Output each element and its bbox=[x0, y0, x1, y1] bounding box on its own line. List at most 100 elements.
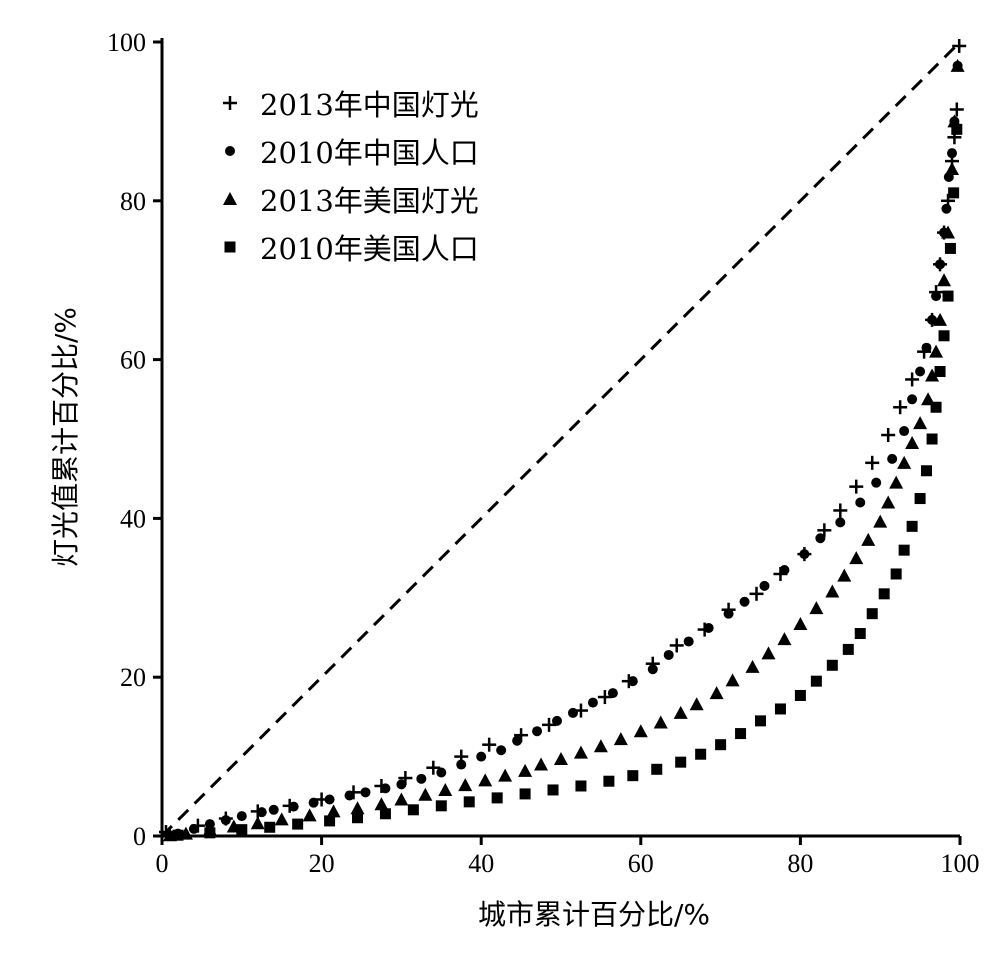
data-point bbox=[897, 455, 912, 469]
x-ticks: 0 20 40 60 80 100 bbox=[156, 836, 980, 878]
data-point bbox=[929, 344, 944, 358]
legend-item: 2010年美国人口 bbox=[224, 232, 479, 266]
y-tick-label: 0 bbox=[133, 822, 146, 851]
data-point bbox=[627, 676, 638, 687]
legend-marker-triangle bbox=[223, 192, 237, 205]
data-point bbox=[344, 790, 355, 801]
data-point bbox=[799, 549, 810, 560]
x-tick-label: 20 bbox=[309, 849, 335, 878]
data-point bbox=[735, 728, 747, 740]
data-point bbox=[396, 779, 407, 790]
data-point bbox=[861, 532, 876, 546]
y-tick-label: 100 bbox=[107, 28, 146, 57]
data-point bbox=[826, 659, 838, 671]
series-layer bbox=[158, 38, 967, 842]
data-point bbox=[906, 520, 918, 532]
data-point bbox=[188, 823, 199, 834]
data-point bbox=[794, 689, 806, 701]
data-point bbox=[498, 768, 513, 782]
legend-marker-square bbox=[224, 241, 236, 253]
data-point bbox=[889, 475, 904, 489]
data-point bbox=[633, 724, 648, 738]
data-point bbox=[518, 763, 533, 777]
data-point bbox=[893, 400, 908, 415]
data-point bbox=[725, 673, 740, 687]
data-point bbox=[755, 715, 766, 727]
data-point bbox=[482, 737, 497, 752]
data-point bbox=[887, 453, 898, 464]
data-point bbox=[651, 763, 663, 775]
data-point bbox=[878, 588, 890, 600]
data-point bbox=[534, 757, 549, 771]
data-point bbox=[416, 773, 427, 784]
data-point bbox=[542, 717, 557, 732]
data-point bbox=[512, 735, 523, 746]
data-point bbox=[324, 815, 336, 827]
data-point bbox=[220, 815, 231, 826]
data-point bbox=[669, 638, 684, 653]
data-point bbox=[204, 827, 216, 839]
data-point bbox=[302, 808, 317, 822]
data-point bbox=[463, 796, 475, 808]
data-point bbox=[945, 162, 960, 176]
data-point bbox=[663, 649, 674, 660]
data-point bbox=[950, 58, 965, 72]
data-point bbox=[613, 732, 628, 746]
x-tick-label: 0 bbox=[156, 849, 169, 878]
data-point bbox=[567, 707, 578, 718]
data-point bbox=[478, 773, 493, 787]
data-point bbox=[456, 759, 467, 770]
data-point bbox=[426, 760, 441, 775]
data-point bbox=[575, 780, 587, 792]
data-point bbox=[934, 366, 946, 378]
data-point bbox=[866, 608, 878, 620]
data-point bbox=[914, 493, 926, 505]
data-point bbox=[777, 632, 792, 646]
series-circle bbox=[172, 60, 963, 839]
data-point bbox=[274, 812, 289, 826]
data-point bbox=[921, 342, 932, 353]
data-point bbox=[627, 770, 639, 782]
data-point bbox=[350, 801, 365, 815]
x-tick-label: 80 bbox=[787, 849, 813, 878]
data-point bbox=[759, 580, 770, 591]
data-point bbox=[944, 242, 956, 254]
data-point bbox=[949, 102, 964, 117]
data-point bbox=[607, 688, 618, 699]
data-point bbox=[723, 608, 734, 619]
data-point bbox=[496, 745, 507, 756]
data-point bbox=[925, 368, 940, 382]
data-point bbox=[865, 455, 880, 470]
data-point bbox=[905, 435, 920, 449]
legend-label: 2013年中国灯光 bbox=[260, 88, 479, 122]
data-point bbox=[653, 715, 668, 729]
data-point bbox=[915, 366, 926, 377]
data-point bbox=[761, 646, 776, 660]
legend-item: 2013年美国灯光 bbox=[223, 184, 479, 218]
y-tick-label: 40 bbox=[120, 504, 146, 533]
legend-marker-plus bbox=[223, 96, 237, 110]
x-tick-label: 60 bbox=[628, 849, 654, 878]
data-point bbox=[519, 788, 531, 800]
legend: 2013年中国灯光 2010年中国人口 2013年美国灯光 2010年美国人口 bbox=[223, 88, 479, 266]
data-point bbox=[871, 477, 882, 488]
data-point bbox=[597, 690, 612, 705]
data-point bbox=[809, 601, 824, 615]
data-point bbox=[881, 428, 896, 443]
data-point bbox=[825, 584, 840, 598]
data-point bbox=[890, 568, 902, 580]
data-point bbox=[476, 751, 487, 762]
data-point bbox=[394, 792, 409, 806]
data-point bbox=[941, 225, 956, 239]
data-point bbox=[689, 697, 704, 711]
data-point bbox=[739, 596, 750, 607]
data-point bbox=[380, 783, 391, 794]
data-point bbox=[920, 465, 932, 477]
reference-line bbox=[160, 40, 962, 838]
data-point bbox=[810, 675, 822, 687]
data-point bbox=[236, 824, 248, 836]
data-point bbox=[907, 394, 918, 405]
data-point bbox=[695, 748, 707, 760]
data-point bbox=[264, 821, 276, 833]
data-point bbox=[898, 544, 910, 556]
